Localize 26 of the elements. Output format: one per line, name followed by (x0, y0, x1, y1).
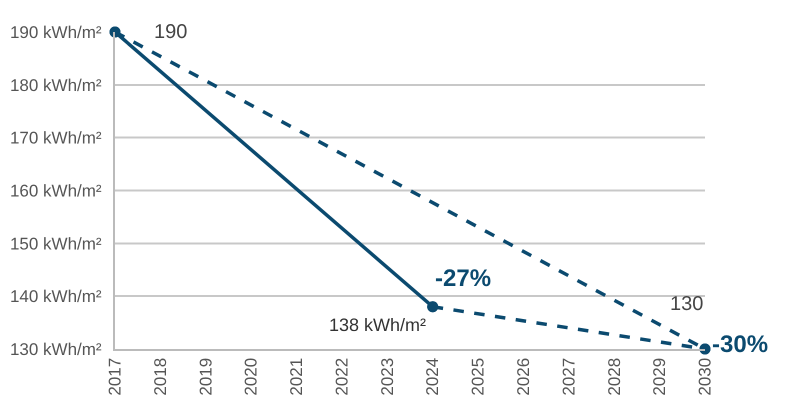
y-tick-label: 170 kWh/m² (10, 128, 102, 148)
x-tick-label: 2023 (378, 358, 397, 396)
y-tick-label: 140 kWh/m² (10, 287, 102, 306)
x-tick-label: 2025 (468, 358, 488, 396)
annotation: -30% (712, 331, 768, 358)
x-tick-label: 2018 (150, 358, 170, 396)
annotation: -27% (435, 265, 492, 292)
x-tick-label: 2028 (604, 358, 624, 396)
x-tick-label: 2024 (423, 358, 442, 396)
annotation: 130 (670, 293, 704, 315)
x-tick-label: 2020 (242, 358, 261, 396)
x-tick-label: 2022 (332, 358, 352, 396)
x-tick-label: 2019 (196, 358, 216, 396)
x-tick-label: 2021 (287, 358, 306, 396)
y-tick-label: 160 kWh/m² (10, 181, 102, 200)
y-tick-label: 190 kWh/m² (10, 22, 102, 42)
y-tick-label: 130 kWh/m² (10, 340, 102, 359)
x-tick-label: 2030 (696, 358, 715, 396)
annotation: 190 (154, 21, 188, 43)
x-tick-label: 2026 (514, 358, 533, 396)
x-tick-label: 2017 (106, 358, 125, 396)
y-tick-label: 180 kWh/m² (10, 76, 102, 95)
x-tick-label: 2027 (559, 358, 578, 396)
annotation: 138 kWh/m² (329, 315, 426, 335)
y-tick-label: 150 kWh/m² (10, 234, 102, 254)
x-tick-label: 2029 (650, 358, 670, 396)
